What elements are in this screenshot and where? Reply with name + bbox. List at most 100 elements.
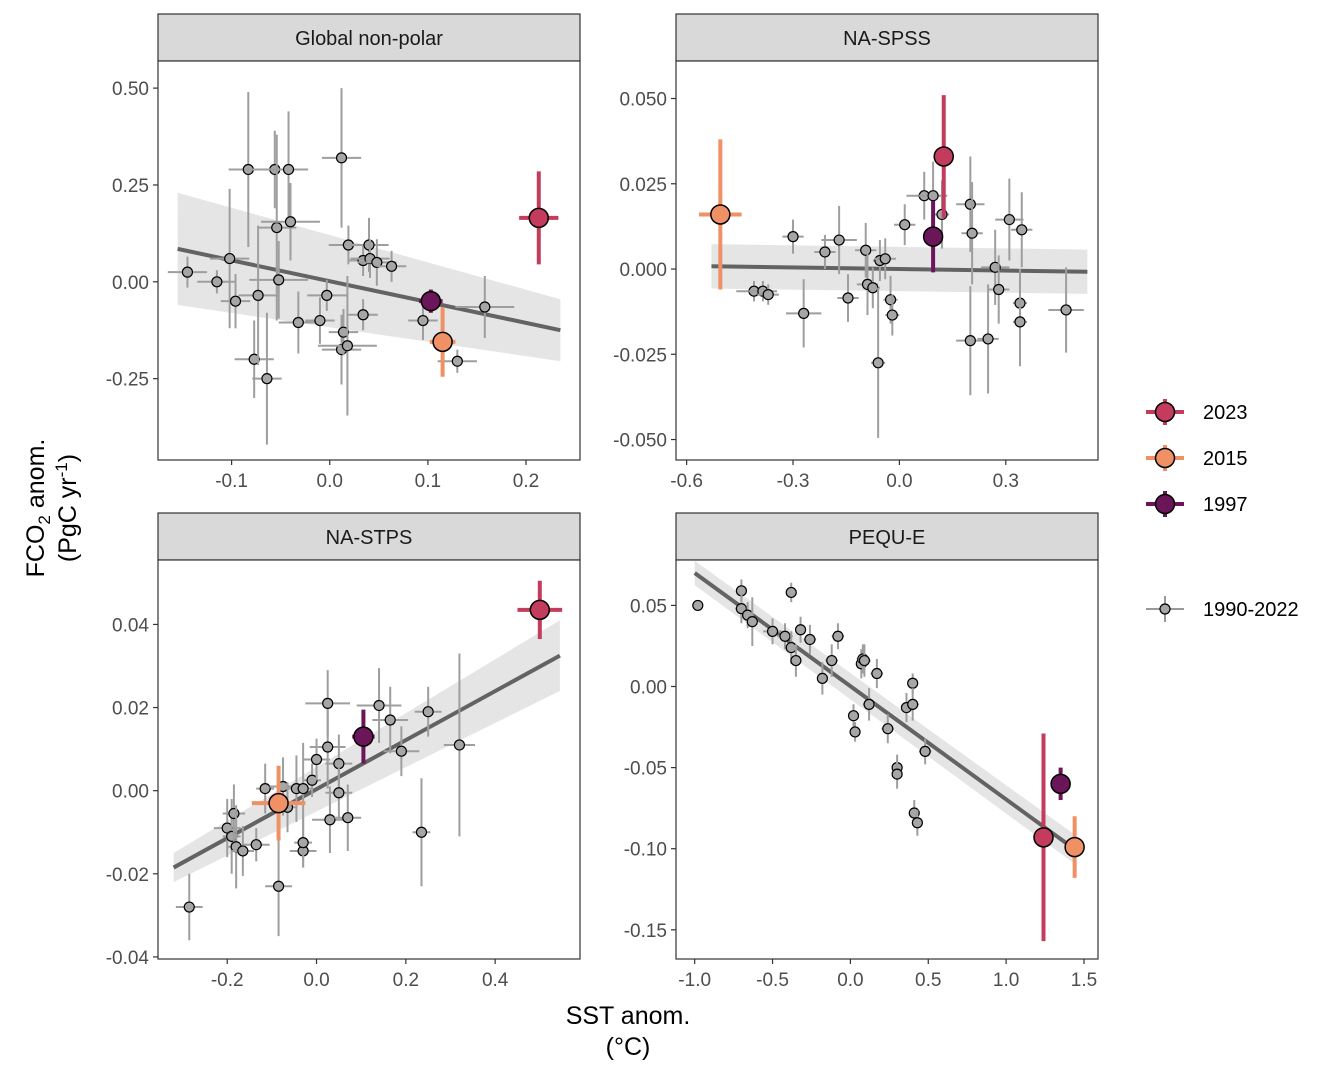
highlight-point-1997 — [1050, 767, 1071, 801]
point-marker — [384, 714, 396, 726]
data-point — [348, 299, 378, 331]
data-point — [252, 312, 282, 445]
y-tick-label: -0.05 — [624, 759, 667, 780]
highlight-point-2023 — [517, 580, 563, 639]
point-marker — [982, 333, 994, 345]
y-tick-label: 0.00 — [630, 678, 667, 699]
data-point — [894, 204, 916, 246]
data-point — [328, 308, 359, 356]
panel-0: Global non-polar -0.1 0.0 0.1 0.2 -0.25 0.00 0.… — [106, 13, 581, 492]
point-marker — [842, 292, 854, 304]
x-tick-label: -1.0 — [678, 970, 711, 991]
point-marker — [321, 289, 333, 301]
data-point — [305, 297, 335, 344]
y-tick-label: 0.000 — [619, 260, 667, 281]
point-marker — [211, 276, 223, 288]
data-point — [249, 241, 309, 319]
point-marker — [860, 244, 872, 256]
point-marker — [871, 667, 883, 680]
data-point — [777, 623, 793, 650]
data-point — [849, 722, 861, 742]
data-point — [437, 349, 477, 373]
panels: Global non-polar -0.1 0.0 0.1 0.2 -0.25 0.00 0.… — [106, 13, 1099, 991]
highlight-point-2023 — [933, 95, 954, 218]
point-marker — [785, 586, 797, 599]
y-tick-label: -0.25 — [106, 370, 149, 391]
data-point — [210, 188, 250, 329]
point-marker — [324, 814, 336, 826]
point-marker — [779, 630, 791, 642]
point-marker — [415, 826, 428, 838]
y-tick-label: 0.02 — [112, 699, 149, 720]
y-tick-label: -0.15 — [624, 921, 667, 942]
data-point — [356, 668, 402, 743]
regression-line — [172, 653, 561, 870]
data-point — [891, 759, 903, 789]
data-point — [865, 267, 880, 309]
y-tick-label: 0.25 — [112, 176, 149, 197]
x-tick-label: 0.1 — [415, 471, 441, 492]
data-point — [785, 279, 822, 348]
point-marker — [342, 812, 354, 824]
point-marker — [228, 807, 240, 820]
legend-key-marker — [1154, 447, 1176, 469]
data-point — [825, 644, 838, 677]
data-point — [855, 222, 877, 278]
point-marker — [907, 698, 919, 710]
data-point — [256, 763, 275, 814]
data-point — [870, 658, 884, 689]
point-marker — [927, 190, 939, 202]
x-tick-label: 0.0 — [317, 471, 343, 492]
point-marker — [790, 654, 802, 667]
point-marker — [816, 672, 828, 685]
highlight-point-2015 — [699, 139, 742, 290]
data-point — [372, 686, 409, 754]
point-marker — [432, 331, 453, 353]
point-marker — [297, 782, 309, 795]
data-point — [988, 255, 1010, 324]
point-marker — [787, 231, 799, 243]
data-point — [167, 256, 208, 288]
point-marker — [284, 216, 297, 228]
point-marker — [250, 839, 262, 851]
point-marker — [292, 316, 304, 329]
point-marker — [911, 817, 923, 829]
x-tick-label: 0.4 — [482, 970, 509, 991]
point-marker — [271, 221, 283, 234]
x-axis-title-line1: SST anom. — [566, 1002, 691, 1030]
point-marker — [762, 289, 774, 301]
x-tick-label: 1.5 — [1071, 970, 1097, 991]
data-point — [862, 688, 876, 721]
point-marker — [337, 326, 350, 338]
data-point — [412, 778, 431, 887]
data-point — [294, 742, 313, 835]
point-marker — [863, 698, 875, 710]
point-marker — [849, 726, 861, 738]
point-marker — [794, 624, 807, 636]
y-tick-label: -0.02 — [106, 865, 149, 886]
point-marker — [886, 309, 898, 321]
highlight-point-2023 — [519, 171, 559, 265]
y-axis-title-2: (PgC yr-1) — [52, 454, 82, 562]
point-marker — [899, 219, 911, 231]
point-marker — [993, 283, 1005, 296]
point-marker — [833, 234, 845, 246]
x-tick-label: 0.0 — [303, 970, 329, 991]
x-tick-label: 0.3 — [993, 471, 1019, 492]
point-marker — [357, 309, 369, 321]
y-tick-label: 0.00 — [112, 273, 149, 294]
point-marker — [335, 152, 348, 164]
data-point — [821, 205, 857, 275]
point-marker — [1033, 827, 1054, 848]
point-marker — [420, 290, 442, 312]
point-marker — [692, 599, 704, 612]
y-tick-label: -0.04 — [106, 948, 150, 969]
point-marker — [746, 616, 758, 628]
point-marker — [229, 295, 242, 307]
x-tick-label: 0.0 — [886, 471, 912, 492]
legend-item-2023: 2023 — [1146, 399, 1248, 425]
legend-label: 2015 — [1203, 448, 1248, 470]
data-point — [312, 786, 348, 854]
legend: 2023 2015 1997 1990-2022 — [1146, 399, 1299, 622]
